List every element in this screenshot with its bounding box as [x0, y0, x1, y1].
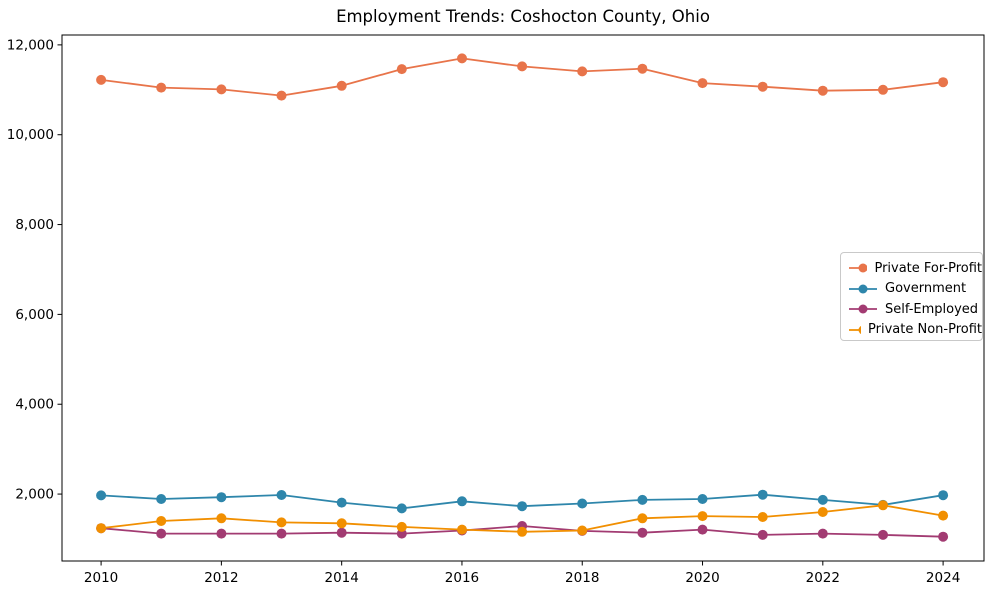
data-point-marker [938, 531, 949, 542]
data-point-marker [216, 84, 227, 95]
data-point-marker [577, 525, 588, 536]
data-point-marker [457, 524, 467, 535]
data-point-marker [637, 494, 648, 505]
chart-title: Employment Trends: Coshocton County, Ohi… [336, 7, 710, 26]
data-point-marker [276, 90, 287, 101]
data-point-marker [457, 53, 467, 64]
data-point-marker [817, 507, 828, 517]
y-tick-label: 4,000 [15, 397, 54, 413]
data-point-marker [156, 516, 167, 526]
y-tick-label: 12,000 [7, 37, 54, 53]
data-point-marker [577, 66, 588, 77]
legend-label: Private For-Profit [874, 260, 982, 276]
legend-label: Self-Employed [885, 301, 979, 317]
data-point-marker [156, 528, 167, 539]
data-point-marker [96, 490, 107, 501]
data-point-marker [697, 524, 708, 535]
data-point-marker [396, 521, 407, 532]
data-point-marker [336, 518, 347, 529]
data-point-marker [156, 82, 167, 93]
data-point-marker [156, 494, 167, 504]
x-tick-label: 2012 [204, 570, 238, 586]
data-point-marker [757, 512, 768, 522]
legend-line-marker-icon [849, 304, 877, 314]
data-point-marker [637, 527, 648, 538]
data-point-marker [878, 500, 888, 511]
data-point-marker [457, 496, 467, 507]
data-point-marker [757, 489, 768, 500]
legend: Private For-Profit Government Self-Employe… [840, 252, 983, 341]
data-point-marker [216, 528, 227, 539]
data-point-marker [817, 528, 828, 539]
data-point-marker [637, 513, 648, 524]
data-point-marker [817, 494, 828, 505]
data-point-marker [517, 526, 528, 537]
data-point-marker [276, 517, 287, 528]
data-point-marker [757, 81, 768, 92]
legend-item-self-employed: Self-Employed [848, 299, 982, 320]
data-point-marker [276, 528, 287, 539]
y-tick-label: 6,000 [15, 307, 54, 323]
data-point-marker [276, 490, 287, 500]
x-axis: 2010 2012 2014 2016 2018 2020 2022 2024 [84, 561, 960, 586]
data-point-marker [216, 513, 227, 524]
data-point-marker [96, 74, 107, 85]
axes-frame [61, 34, 985, 562]
data-point-marker [878, 84, 888, 95]
legend-line-marker-icon [849, 263, 868, 273]
series-government [96, 489, 949, 514]
legend-label: Government [885, 281, 967, 297]
x-tick-label: 2010 [84, 570, 118, 586]
legend-line-marker-icon [849, 284, 877, 294]
legend-line-marker-icon [849, 325, 862, 334]
data-point-marker [396, 64, 407, 75]
data-point-marker [697, 494, 708, 504]
x-tick-label: 2014 [324, 570, 358, 586]
x-tick-label: 2018 [565, 570, 599, 586]
y-tick-label: 2,000 [15, 487, 54, 503]
data-point-marker [697, 511, 708, 522]
data-point-marker [216, 492, 227, 503]
data-point-marker [938, 490, 949, 501]
data-point-marker [938, 510, 949, 521]
data-point-marker [517, 501, 528, 512]
data-point-marker [757, 529, 768, 540]
legend-item-private-non-profit: Private Non-Profit [848, 320, 982, 341]
legend-label: Private Non-Profit [868, 322, 982, 338]
data-point-marker [697, 78, 708, 89]
data-point-marker [817, 85, 828, 96]
x-tick-label: 2020 [685, 570, 719, 586]
series-private-non-profit [96, 500, 949, 537]
data-point-marker [938, 77, 949, 88]
y-tick-label: 8,000 [15, 217, 54, 233]
data-point-marker [577, 498, 588, 509]
data-point-marker [96, 523, 107, 534]
series-private-for-profit [96, 53, 949, 101]
data-point-marker [336, 80, 347, 91]
data-point-marker [336, 527, 347, 538]
data-point-marker [336, 497, 347, 508]
data-point-marker [396, 503, 407, 514]
x-tick-label: 2024 [926, 570, 960, 586]
x-tick-label: 2016 [445, 570, 479, 586]
y-tick-label: 10,000 [7, 127, 54, 143]
data-point-marker [637, 63, 648, 74]
legend-item-government: Government [848, 279, 982, 300]
legend-item-private-for-profit: Private For-Profit [848, 258, 982, 279]
y-axis: 2,000 4,000 6,000 8,000 10,000 12,000 [7, 37, 62, 503]
data-point-marker [878, 529, 888, 540]
x-tick-label: 2022 [806, 570, 840, 586]
data-point-marker [517, 61, 528, 72]
